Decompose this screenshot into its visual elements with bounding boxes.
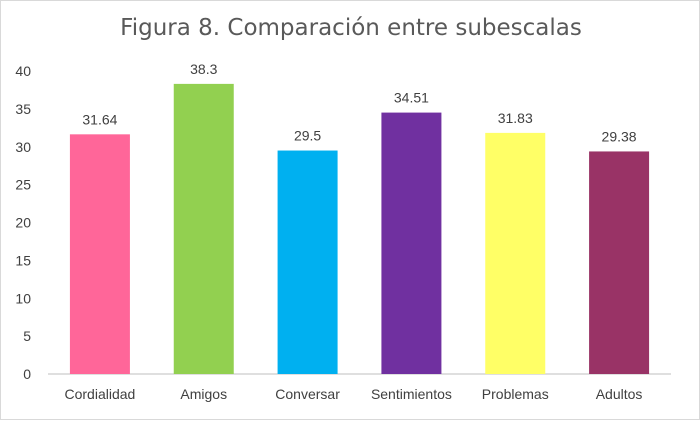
chart-title: Figura 8. Comparación entre subescalas — [120, 15, 582, 41]
y-tick-label: 40 — [15, 63, 31, 79]
data-label: 29.5 — [294, 128, 321, 144]
category-label: Problemas — [482, 386, 549, 402]
data-label: 31.83 — [498, 110, 533, 126]
bar — [485, 132, 546, 374]
y-tick-label: 30 — [15, 139, 31, 155]
y-tick-label: 20 — [15, 215, 31, 231]
category-label: Sentimientos — [371, 386, 452, 402]
data-labels-group: 31.64 38.3 29.5 34.51 31.83 29.38 — [82, 61, 636, 145]
y-tick-label: 0 — [23, 366, 31, 382]
y-tick-label: 5 — [23, 328, 31, 344]
bar — [589, 151, 650, 374]
category-labels-group: Cordialidad Amigos Conversar Sentimientos Pr… — [65, 386, 643, 402]
category-label: Adultos — [596, 386, 643, 402]
bar — [381, 112, 442, 375]
data-label: 29.38 — [602, 128, 637, 144]
y-axis-ticks: 0 5 10 15 20 25 30 35 40 — [15, 63, 31, 382]
category-label: Conversar — [275, 386, 340, 402]
bar — [69, 134, 130, 374]
y-tick-label: 10 — [15, 290, 31, 306]
bar — [173, 83, 234, 374]
y-tick-label: 35 — [15, 101, 31, 117]
data-label: 34.51 — [394, 90, 429, 106]
data-label: 31.64 — [82, 111, 117, 127]
data-label: 38.3 — [190, 61, 217, 77]
y-tick-label: 15 — [15, 252, 31, 268]
y-tick-label: 25 — [15, 177, 31, 193]
bars-group — [69, 83, 650, 375]
bar — [277, 150, 338, 374]
category-label: Cordialidad — [65, 386, 136, 402]
category-label: Amigos — [180, 386, 227, 402]
